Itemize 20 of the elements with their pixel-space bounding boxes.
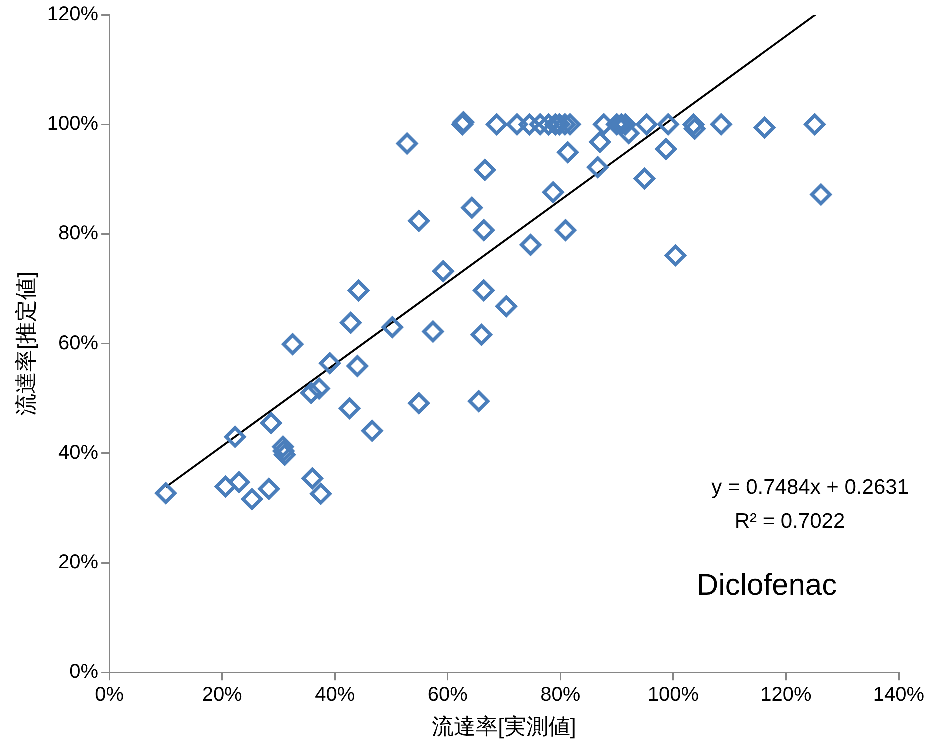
x-tick-label: 60% xyxy=(428,684,468,706)
x-tick-label: 120% xyxy=(760,684,812,706)
y-tick-label: 0% xyxy=(70,661,99,684)
x-tick-label: 100% xyxy=(648,684,700,706)
annotation: y = 0.7484x + 0.2631 xyxy=(712,476,909,500)
y-tick-label: 60% xyxy=(58,332,99,354)
annotation: R² = 0.7022 xyxy=(734,510,846,534)
x-axis-title: 流達率[実測値] xyxy=(432,714,576,739)
y-tick-label: 100% xyxy=(47,113,99,136)
y-tick-label: 120% xyxy=(47,4,99,26)
y-tick-label: 80% xyxy=(58,222,99,245)
x-tick-label: 40% xyxy=(315,684,356,706)
y-tick-label: 40% xyxy=(58,442,99,464)
x-tick-label: 80% xyxy=(540,684,581,706)
y-tick-label: 20% xyxy=(58,552,99,574)
annotation: Diclofenac xyxy=(697,569,838,603)
x-tick-label: 0% xyxy=(95,684,124,706)
y-axis-title: 流達率[推定値] xyxy=(13,272,38,416)
x-tick-label: 140% xyxy=(873,684,925,706)
x-tick-label: 20% xyxy=(202,684,243,706)
